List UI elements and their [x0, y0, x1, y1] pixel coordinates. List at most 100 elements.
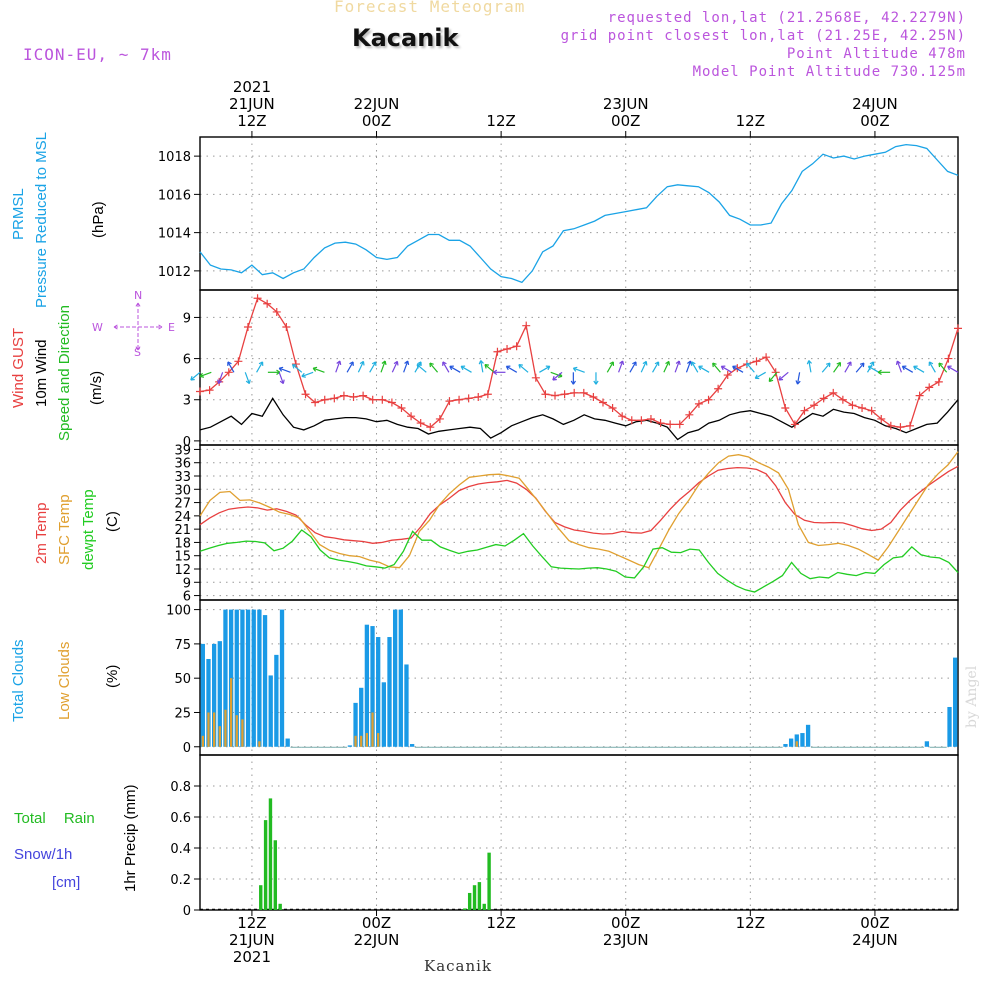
wind-arrow-head [847, 361, 852, 366]
gust-marker [637, 416, 646, 425]
total-cloud-bar [268, 675, 273, 747]
total-cloud-bar [387, 637, 392, 747]
y-tick-label: 25 [174, 706, 191, 721]
wind-arrow [244, 372, 250, 384]
y-tick-label: 12 [174, 563, 191, 578]
low-cloud-bar [360, 735, 363, 747]
wind-arrow-head [484, 363, 490, 369]
gust-marker [877, 414, 886, 423]
y-tick-label: 18 [174, 536, 191, 551]
wind-arrow [721, 365, 733, 373]
gust-marker [531, 373, 540, 382]
y-tick-label: 1016 [158, 188, 191, 203]
gust-marker [589, 392, 598, 401]
location-title: Kacanik [352, 24, 459, 52]
low-cloud-bar [371, 712, 374, 747]
low-cloud-bar [224, 709, 227, 747]
low-cloud-bar [365, 733, 369, 747]
y-tick-label: 100 [166, 604, 191, 619]
wind-arrow-head [928, 361, 934, 366]
low-cloud-bar [235, 715, 238, 747]
low-cloud-bar [241, 719, 244, 747]
total-cloud-bar [223, 609, 228, 747]
total-cloud-bar [805, 724, 811, 747]
wind-arrow-head [642, 360, 648, 366]
y-tick-label: 0 [183, 741, 191, 756]
wind-arrow [629, 361, 637, 373]
wind-arrow-head [312, 366, 318, 372]
wind-arrow [380, 360, 386, 373]
gust-marker [455, 395, 464, 404]
total-cloud-bar [398, 609, 403, 747]
wind-arrow-head [806, 360, 812, 365]
rain-bar [463, 908, 467, 910]
wind-arrow [190, 371, 201, 381]
total-cloud-bar [359, 687, 364, 747]
wind-arrow-head [416, 363, 422, 369]
wind-arrow [256, 361, 264, 373]
label-speed-direction: Speed and Direction [56, 305, 73, 441]
label-10m-wind: 10m Wind [33, 339, 50, 407]
wind-arrow-head [417, 361, 422, 366]
low-cloud-bar [229, 678, 233, 747]
y-tick-label: 0.2 [170, 873, 191, 888]
temp-2m-line [199, 465, 959, 544]
gust-marker [810, 401, 819, 410]
total-cloud-bar [200, 643, 205, 747]
gust-marker [426, 423, 435, 432]
total-cloud-bar [240, 609, 245, 747]
total-cloud-bar [381, 682, 386, 747]
wind-arrow [346, 361, 354, 373]
gust-marker [243, 323, 252, 332]
total-cloud-bar [262, 615, 268, 747]
wind-arrow-head [836, 361, 842, 367]
gust-marker [848, 401, 857, 410]
gust-marker [253, 294, 262, 303]
gust-marker [906, 421, 915, 430]
wind-arrow-head [245, 379, 251, 385]
gust-marker [896, 423, 905, 432]
wind-arrow-head [869, 361, 875, 366]
wind-arrow [335, 360, 341, 373]
y-tick-label: 0 [183, 904, 191, 919]
gust-marker [320, 395, 329, 404]
gust-marker [608, 403, 617, 412]
gust-marker [675, 420, 684, 429]
gust-marker [368, 395, 377, 404]
wind-arrow-head [505, 365, 511, 371]
gust-marker [944, 354, 953, 363]
wind-arrow [796, 372, 801, 385]
y-tick-label: 33 [174, 470, 191, 485]
compass-rose-icon [113, 302, 163, 351]
y-tick-label: 36 [174, 457, 191, 472]
time-label-bottom: 23JUN [603, 931, 649, 949]
label-ms: (m/s) [88, 370, 105, 405]
wind-arrow [685, 360, 692, 373]
y-tick-label: 9 [183, 311, 191, 326]
y-tick-label: 30 [174, 483, 191, 498]
wind-arrow [539, 365, 551, 373]
wind-arrow-head [301, 372, 306, 378]
label-snow-unit: [cm] [52, 874, 81, 891]
gust-marker [694, 399, 703, 408]
y-tick-label: 1012 [158, 265, 191, 280]
label-hpa: (hPa) [90, 201, 107, 238]
wind-arrow-head [632, 361, 637, 366]
wind-arrow [768, 371, 778, 382]
label-total-clouds: Total Clouds [10, 639, 27, 722]
wind-arrow-head [877, 369, 882, 375]
gust-marker [263, 299, 272, 308]
rain-bar [487, 852, 491, 910]
total-cloud-bar [347, 745, 353, 747]
gust-marker [666, 420, 675, 429]
wind-arrow-head [217, 379, 223, 385]
wind-arrow [301, 371, 314, 377]
wind-arrow-head [795, 380, 801, 385]
y-tick-label: 3 [183, 394, 191, 409]
rain-bar [268, 798, 273, 910]
total-cloud-bar [393, 609, 398, 747]
wind-arrow-head [190, 376, 195, 381]
label-prmsl: PRMSL [10, 188, 27, 240]
total-cloud-bar [279, 609, 285, 747]
wind-arrow [312, 367, 325, 373]
